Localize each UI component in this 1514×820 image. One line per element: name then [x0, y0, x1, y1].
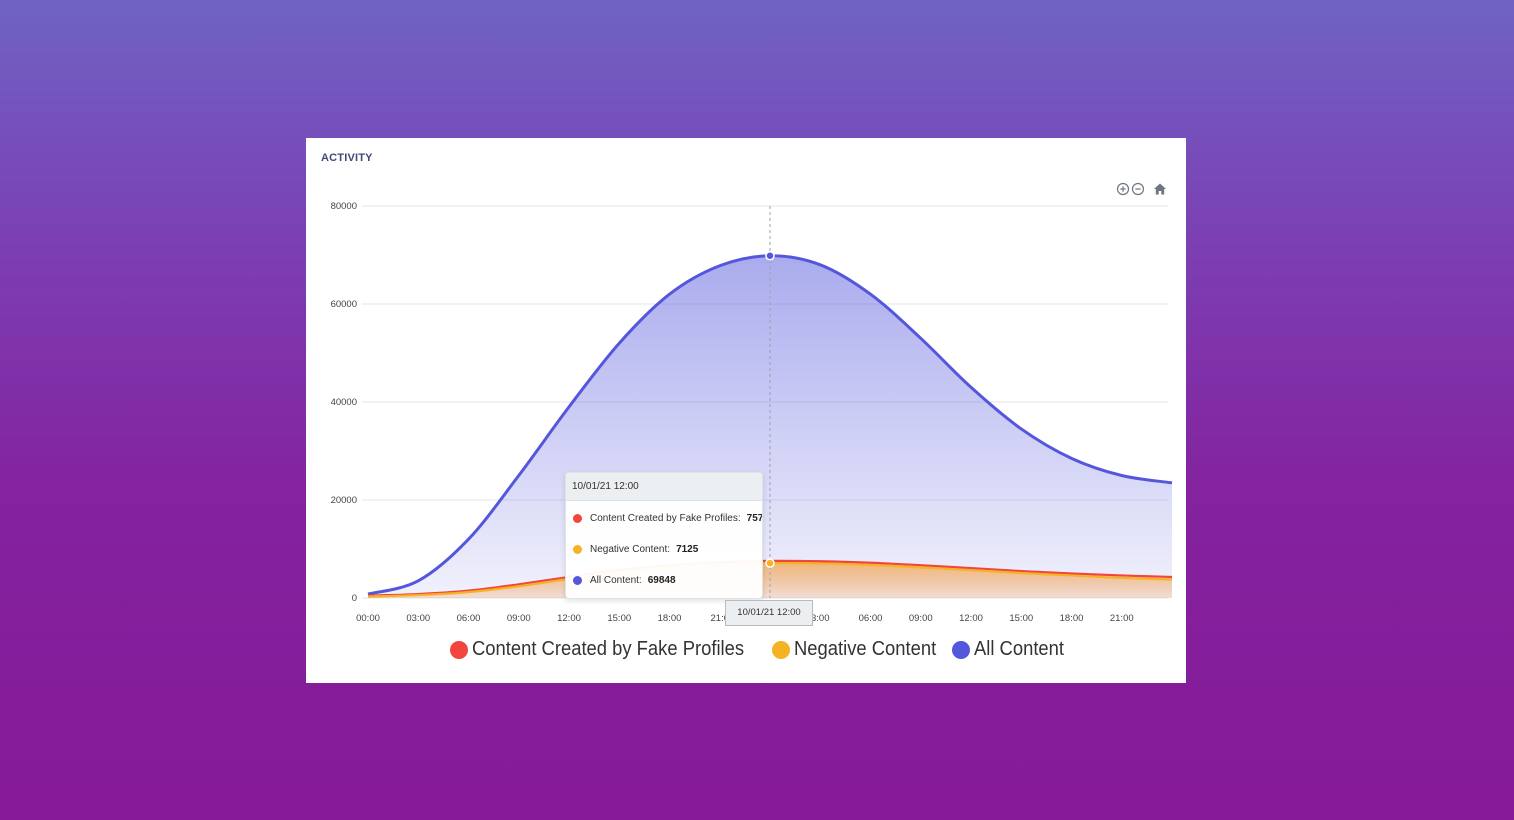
y-tick-label: 60000: [331, 299, 357, 310]
hover-markers: [765, 250, 775, 568]
tooltip-label: Content Created by Fake Profiles:: [590, 513, 741, 524]
x-tick-label: 12:00: [557, 613, 581, 624]
x-tick-label: 3:00: [811, 613, 830, 624]
x-tick-label: 12:00: [959, 613, 983, 624]
x-tick-label: 15:00: [1009, 613, 1033, 624]
zoom-in-icon[interactable]: [1116, 182, 1130, 196]
tooltip-marker: [573, 514, 582, 523]
x-axis: 00:00 03:00 06:00 09:00 12:00 15:00 18:00 21:0 3…: [356, 613, 1134, 624]
x-tick-label: 09:00: [507, 613, 531, 624]
x-tick-label: 21:00: [1110, 613, 1134, 624]
x-tick-label: 06:00: [457, 613, 481, 624]
y-axis: 0 20000 40000 60000 80000: [331, 201, 357, 604]
tooltip-label: All Content:: [590, 575, 642, 586]
x-tick-label: 18:00: [658, 613, 682, 624]
legend-marker: [449, 640, 468, 659]
legend-item-fake-profiles[interactable]: Content Created by Fake Profiles: [449, 638, 758, 661]
hover-marker-all-content: [765, 250, 775, 261]
tooltip-value: 7125: [676, 544, 699, 555]
line-all-content: [367, 254, 1173, 596]
y-tick-label: 20000: [331, 495, 357, 506]
tooltip-row-negative: Negative Content: 7125: [573, 544, 698, 555]
tooltip-row-all-content: All Content: 69848: [573, 575, 676, 586]
zoom-out-icon[interactable]: [1131, 182, 1145, 196]
legend-marker: [952, 640, 971, 659]
y-tick-label: 40000: [331, 397, 357, 408]
crosshair-x-label: 10/01/21 12:00: [725, 600, 813, 626]
tooltip-row-fake-profiles: Content Created by Fake Profiles: 7574: [573, 513, 763, 524]
tooltip-marker: [573, 545, 582, 554]
x-tick-label: 00:00: [356, 613, 380, 624]
legend-item-negative-content[interactable]: Negative Content: [771, 638, 939, 661]
tooltip-label: Negative Content:: [590, 544, 671, 555]
x-tick-label: 21:0: [711, 613, 730, 624]
tooltip-value: 7574: [746, 513, 763, 524]
series-layer: [367, 254, 1173, 598]
x-tick-label: 03:00: [406, 613, 430, 624]
legend-label: Content Created by Fake Profiles: [471, 638, 744, 660]
legend-item-all-content[interactable]: All Content: [952, 638, 1065, 661]
x-tick-label: 09:00: [909, 613, 933, 624]
tooltip-header: 10/01/21 12:00: [566, 473, 762, 501]
chart-tooltip: 10/01/21 12:00 Content Created by Fake P…: [565, 472, 763, 599]
y-tick-label: 0: [352, 593, 357, 604]
home-icon[interactable]: [1153, 182, 1167, 196]
card-title: ACTIVITY: [321, 152, 373, 164]
hover-marker-negative-content: [765, 558, 775, 568]
x-tick-label: 18:00: [1060, 613, 1084, 624]
chart-legend: Content Created by Fake Profiles Negativ…: [306, 638, 1186, 661]
activity-chart-card: ACTIVITY: [306, 138, 1186, 683]
y-tick-label: 80000: [331, 201, 357, 212]
legend-label: Negative Content: [793, 638, 936, 660]
tooltip-marker: [573, 576, 582, 585]
x-tick-label: 06:00: [859, 613, 883, 624]
x-tick-label: 15:00: [607, 613, 631, 624]
tooltip-value: 69848: [647, 575, 676, 586]
area-all-content: [368, 255, 1172, 598]
legend-label: All Content: [974, 638, 1065, 660]
legend-marker: [771, 640, 790, 659]
